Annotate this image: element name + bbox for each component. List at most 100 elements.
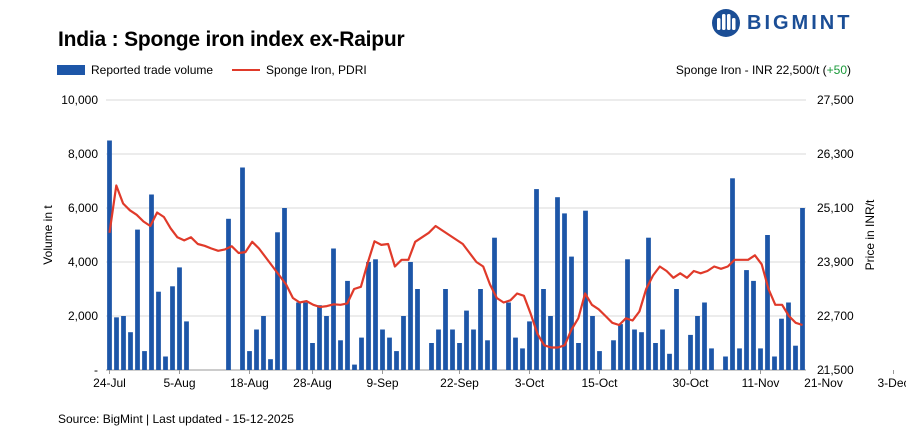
price-line <box>108 184 803 349</box>
volume-bar <box>744 270 749 370</box>
volume-bar <box>310 343 315 370</box>
legend-swatch-line <box>232 69 260 71</box>
x-tick-label: 24-Jul <box>93 376 126 390</box>
volume-bar <box>548 316 553 370</box>
volume-bar <box>632 329 637 370</box>
volume-bar <box>331 248 336 370</box>
volume-bar <box>793 345 798 370</box>
legend-label-volume: Reported trade volume <box>91 63 214 77</box>
volume-bar <box>562 213 567 370</box>
volume-bar <box>667 353 672 370</box>
volume-bar <box>730 178 735 370</box>
y-left-tick-label: 8,000 <box>68 147 98 161</box>
x-tick-label: 9-Sep <box>366 376 398 390</box>
volume-bar <box>534 189 539 370</box>
chart-area: - 2,000 4,000 6,000 8,000 10,000 21,500 22,700 2… <box>41 93 906 390</box>
volume-bar <box>751 280 756 370</box>
volume-bar <box>639 332 644 370</box>
x-tick-label: 5-Aug <box>163 376 195 390</box>
volume-bar <box>450 329 455 370</box>
legend-item-volume: Reported trade volume <box>57 63 213 77</box>
volume-bar <box>177 267 182 370</box>
price-note-close: ) <box>847 63 851 77</box>
volume-bar <box>415 289 420 370</box>
x-tick-label: 3-Dec <box>877 376 906 390</box>
chart-title: India : Sponge iron index ex-Raipur <box>58 28 405 51</box>
volume-bar <box>296 302 301 370</box>
volume-bar <box>702 302 707 370</box>
x-tick-label: 3-Oct <box>515 376 545 390</box>
volume-bar <box>786 302 791 370</box>
volume-bar <box>660 329 665 370</box>
volume-bar <box>674 289 679 370</box>
y-right-tick-label: 25,100 <box>817 201 854 215</box>
volume-bar <box>464 310 469 370</box>
volume-bar <box>275 232 280 370</box>
volume-bar <box>618 324 623 370</box>
y-left-tick-label: 6,000 <box>68 201 98 215</box>
volume-bar <box>527 321 532 370</box>
volume-bar <box>121 316 126 370</box>
volume-bar <box>142 351 147 370</box>
volume-bar <box>800 208 805 370</box>
y-right-tick-label: 26,300 <box>817 147 854 161</box>
legend-label-price: Sponge Iron, PDRI <box>266 63 367 77</box>
legend-item-price: Sponge Iron, PDRI <box>232 63 367 77</box>
volume-bar <box>737 348 742 370</box>
volume-bar <box>149 194 154 370</box>
volume-bar <box>107 140 112 370</box>
volume-bar <box>513 337 518 370</box>
volume-bar <box>583 210 588 370</box>
volume-bar <box>170 286 175 370</box>
volume-bar <box>282 208 287 370</box>
volume-bar <box>611 340 616 370</box>
x-tick-label: 28-Aug <box>293 376 332 390</box>
volume-bar <box>254 329 259 370</box>
volume-bar <box>555 197 560 370</box>
volume-bar <box>317 305 322 370</box>
brand-logo: BIGMINT <box>711 6 852 40</box>
volume-bar <box>184 321 189 370</box>
volume-bar <box>492 237 497 370</box>
y-left-tick-label: 2,000 <box>68 309 98 323</box>
x-tick-label: 18-Aug <box>230 376 269 390</box>
volume-bar <box>163 356 168 370</box>
y-left-tick-label: 4,000 <box>68 255 98 269</box>
volume-bar <box>765 235 770 370</box>
x-tick-label: 21-Nov <box>804 376 843 390</box>
volume-bar <box>723 356 728 370</box>
volume-bar <box>569 256 574 370</box>
volume-bar <box>303 302 308 370</box>
volume-bar <box>324 316 329 370</box>
volume-bar <box>485 340 490 370</box>
volume-bar <box>758 348 763 370</box>
y-right-tick-label: 27,500 <box>817 93 854 107</box>
volume-bar <box>695 316 700 370</box>
volume-bar <box>653 343 658 370</box>
volume-bar <box>114 317 119 370</box>
volume-bar <box>688 334 693 370</box>
volume-bar <box>366 262 371 370</box>
x-tick-label: 11-Nov <box>742 376 780 390</box>
volume-bar <box>345 280 350 370</box>
volume-bar <box>457 343 462 370</box>
y-right-axis-title: Price in INR/t <box>863 199 877 270</box>
y-left-tick-label: 10,000 <box>61 93 98 107</box>
x-tick-label: 22-Sep <box>440 376 479 390</box>
y-left-axis-title: Volume in t <box>41 205 55 265</box>
volume-bar <box>268 359 273 370</box>
source-note: Source: BigMint | Last updated - 15-12-2… <box>58 412 294 426</box>
volume-bar <box>541 289 546 370</box>
volume-bar <box>401 316 406 370</box>
volume-bar <box>506 302 511 370</box>
volume-bar <box>387 337 392 370</box>
price-change: +50 <box>826 63 847 77</box>
volume-bar <box>520 348 525 370</box>
volume-bar <box>471 329 476 370</box>
x-tick-label: 30-Oct <box>672 376 709 390</box>
price-note: Sponge Iron - INR 22,500/t (+50) <box>676 63 851 77</box>
volume-bar <box>156 291 161 370</box>
y-right-tick-label: 21,500 <box>817 363 854 377</box>
y-right-tick-label: 22,700 <box>817 309 854 323</box>
volume-bar <box>779 318 784 370</box>
